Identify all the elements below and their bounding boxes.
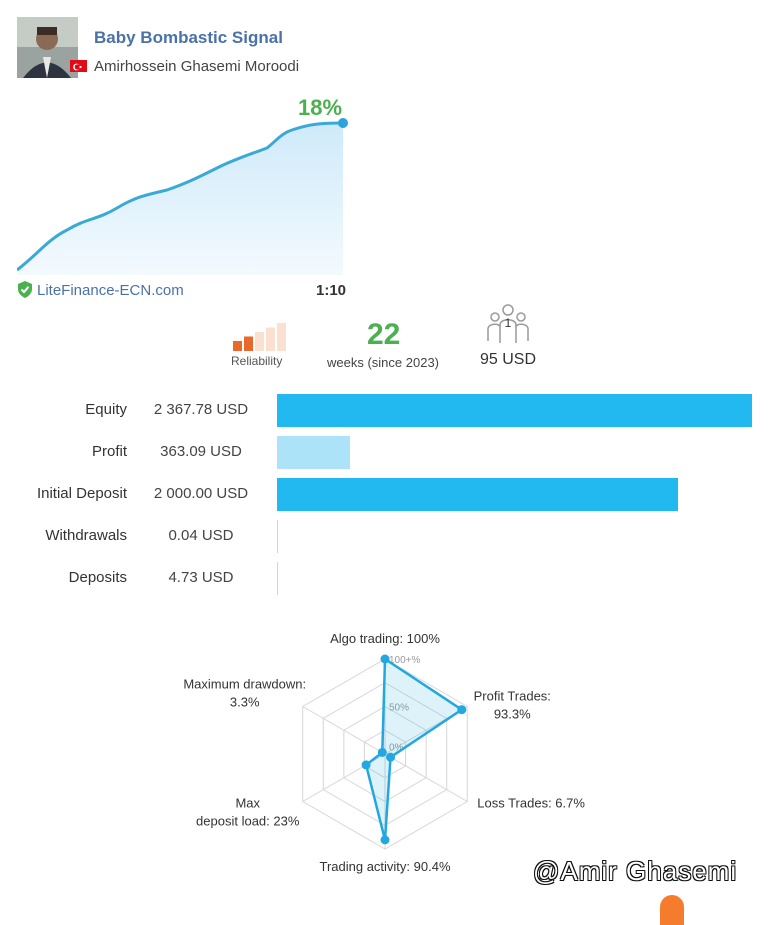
radar-axis-line [384, 753, 468, 802]
subscription-price: 95 USD [480, 351, 537, 368]
radar-axis-label: Maximum drawdown: 3.3% [183, 677, 306, 710]
growth-line [17, 121, 344, 272]
reliability-bar-5 [277, 323, 286, 351]
radar-axis-label: Profit Trades: 93.3% [474, 689, 551, 722]
metric-bar [277, 436, 350, 469]
radar-ring-label: 100+% [389, 655, 421, 666]
radar-axis-label: Trading activity: 90.4% [319, 859, 450, 874]
metric-value: 363.09 USD [160, 443, 242, 460]
metric-label: Initial Deposit [36, 485, 127, 502]
subscribers-icon: 1 [486, 303, 530, 347]
broker-link[interactable]: LiteFinance-ECN.com [37, 282, 184, 299]
reliability-bar-4 [266, 327, 275, 351]
leverage-value: 1:10 [316, 282, 347, 299]
broker-row: LiteFinance-ECN.com [17, 281, 184, 302]
subscribers-count: 1 [505, 316, 512, 330]
reliability-bar-2 [244, 336, 253, 351]
growth-chart [17, 118, 348, 275]
weeks-label: weeks (since 2023) [327, 355, 439, 370]
verified-shield-icon [17, 281, 33, 302]
radar-data-point [386, 752, 396, 762]
metric-label: Deposits [68, 569, 127, 586]
metric-bar [277, 562, 278, 595]
radar-axis-label: Loss Trades: 6.7% [477, 796, 585, 811]
growth-end-point [338, 118, 348, 128]
radar-ring-label: 50% [389, 703, 409, 714]
metric-bar [277, 478, 679, 511]
reliability-label: Reliability [231, 354, 283, 368]
reliability-bars-icon [233, 323, 286, 351]
growth-area [17, 123, 343, 275]
radar-data-point [457, 705, 467, 715]
radar-axis-line [302, 706, 386, 755]
reliability-bar-1 [233, 341, 242, 351]
metric-value: 4.73 USD [168, 569, 234, 586]
watermark-text: @Amir Ghasemi [533, 856, 738, 886]
orange-bubble [660, 895, 684, 925]
author-name: Amirhossein Ghasemi Moroodi [94, 58, 300, 75]
growth-value: 18% [298, 95, 343, 120]
turkey-flag-icon [70, 60, 87, 72]
metric-label: Profit [91, 443, 127, 460]
radar-axis-label: Max deposit load: 23% [196, 796, 300, 829]
metric-label: Withdrawals [45, 527, 127, 544]
metric-bar [277, 394, 752, 427]
metric-bar [277, 520, 278, 553]
radar-data-point [361, 760, 371, 770]
reliability-bar-3 [255, 332, 264, 351]
radar-data-point [377, 747, 387, 757]
radar-axis-label: Algo trading: 100% [330, 631, 440, 646]
weeks-count: 22 [367, 318, 401, 351]
metric-value: 2 367.78 USD [153, 401, 249, 418]
radar-data-point [380, 835, 390, 845]
avatar[interactable] [17, 17, 78, 78]
signal-title[interactable]: Baby Bombastic Signal [94, 28, 283, 47]
metric-label: Equity [85, 401, 127, 418]
radar-chart: 0% 50% 100+% Algo trading: 100% Profit Trade… [183, 631, 585, 874]
metric-value: 2 000.00 USD [153, 485, 249, 502]
radar-ring-label: 0% [389, 742, 404, 753]
metric-value: 0.04 USD [168, 527, 234, 544]
radar-data-point [380, 654, 390, 664]
